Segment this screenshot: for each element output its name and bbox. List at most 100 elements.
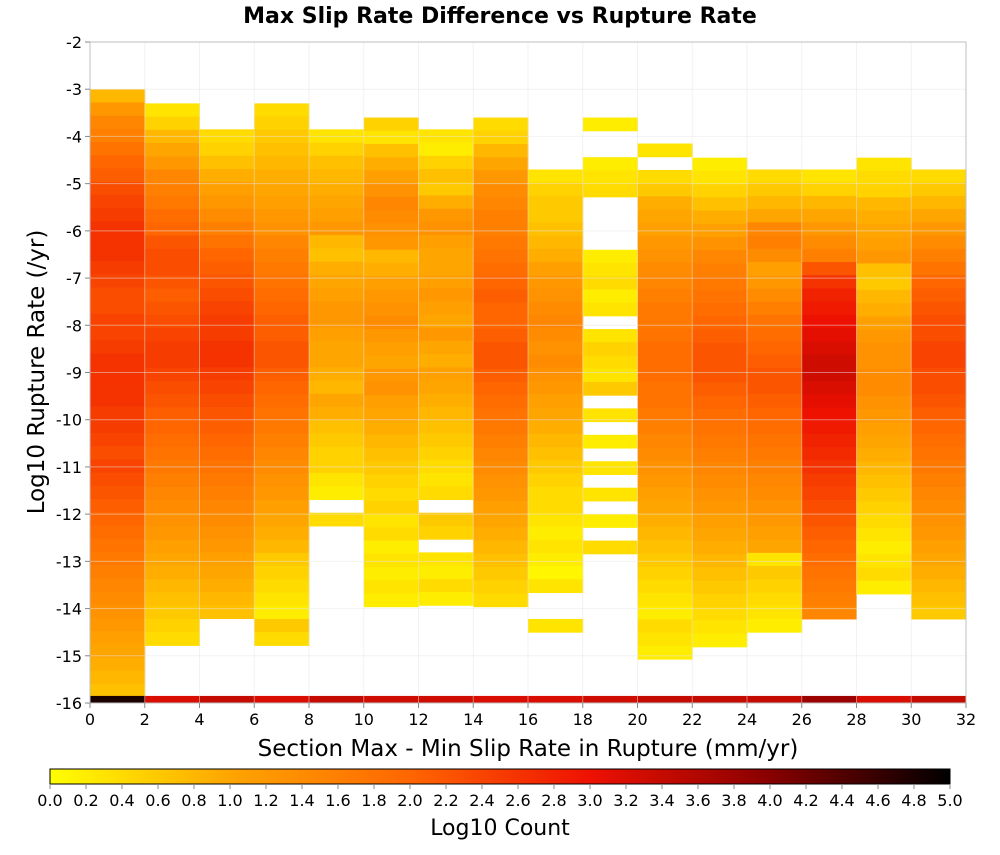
heatmap-cell [801,248,857,263]
heatmap-cell [199,393,255,408]
heatmap-cell [144,433,200,448]
heatmap-cell [637,619,693,634]
colorbar-tick-label: 1.8 [361,791,386,810]
heatmap-cell [90,459,146,474]
heatmap-cell [692,580,748,595]
heatmap-cell [90,208,146,222]
heatmap-cell [418,406,474,421]
heatmap-cell [199,195,255,210]
heatmap-cell [254,314,310,329]
heatmap-cell [856,435,912,450]
y-tick-label: -15 [56,647,82,666]
heatmap-cell [144,380,200,395]
heatmap-cell [801,222,857,237]
heatmap-cell [692,184,748,198]
heatmap-cell [144,513,200,527]
heatmap-cell [801,314,857,329]
heatmap-cell [747,288,803,303]
heatmap-cell [144,447,200,461]
heatmap-cell [199,525,255,540]
heatmap-cell [473,500,529,515]
heatmap-cell [528,235,584,250]
heatmap-cell [309,433,365,448]
heatmap-cell [637,169,693,184]
heatmap-cell [856,197,912,212]
heatmap-cell [199,420,255,434]
heatmap-cell [90,657,146,672]
heatmap-cell [692,607,748,621]
heatmap-cell [90,499,146,513]
heatmap-cell [363,514,419,528]
y-tick-label: -11 [56,458,82,477]
heatmap-cell [582,157,638,171]
heatmap-cell [637,695,693,704]
heatmap-cell [254,328,310,342]
heatmap-cell [692,633,748,648]
heatmap-cell [254,169,310,184]
colorbar-tick-label: 0.6 [145,791,170,810]
heatmap-cell [801,447,857,461]
heatmap-cell [363,487,419,502]
heatmap-cell [90,168,146,183]
heatmap-cell [254,367,310,382]
heatmap-cell [637,566,693,581]
heatmap-cell [856,514,912,529]
heatmap-cell [363,236,419,251]
heatmap-cell [199,340,255,355]
heatmap-cell [309,182,365,196]
heatmap-cell [309,380,365,395]
heatmap-cell [199,235,255,249]
heatmap-cell [418,314,474,329]
heatmap-cell [637,632,693,647]
heatmap-cell [90,393,146,407]
colorbar-tick-label: 3.6 [685,791,710,810]
heatmap-cell [528,433,584,448]
heatmap-cell [363,210,419,224]
heatmap-cell [637,553,693,568]
heatmap-cell [911,592,967,607]
heatmap-cell [254,618,310,633]
heatmap-cell [473,157,529,171]
heatmap-cell [144,592,200,607]
heatmap-cell [801,341,857,356]
heatmap-cell [363,223,419,238]
heatmap-cell [528,695,584,704]
heatmap-cell [856,461,912,476]
heatmap-cell [692,303,748,317]
heatmap-cell [692,593,748,608]
heatmap-cell [144,632,200,646]
heatmap-cell [90,631,146,645]
heatmap-cell [309,446,365,461]
heatmap-cell [309,314,365,329]
heatmap-cell [254,447,310,461]
heatmap-cell [363,262,419,277]
heatmap-cell [90,353,146,368]
heatmap-cell [637,236,693,250]
y-axis-label: Log10 Rupture Rate (/yr) [24,230,50,515]
heatmap-cell [254,341,310,356]
heatmap-cell [801,579,857,594]
heatmap-cell [911,605,967,620]
heatmap-cell [911,526,967,541]
heatmap-cell [692,210,748,225]
heatmap-cell [144,275,200,289]
heatmap-cell [144,394,200,408]
heatmap-cell [199,433,255,448]
heatmap-cell [144,182,200,197]
heatmap-cell [254,499,310,514]
heatmap-cell [801,182,857,197]
heatmap-cell [856,474,912,489]
heatmap-cell [199,354,255,368]
heatmap-cell [747,433,803,448]
colorbar-tick-label: 4.0 [757,791,782,810]
heatmap-cell [418,195,474,210]
heatmap-cell [199,473,255,487]
heatmap-cell [582,434,638,449]
heatmap-cell [747,169,803,184]
heatmap-cell [473,381,529,396]
colorbar-tick-label: 2.0 [397,791,422,810]
heatmap-cell [254,248,310,263]
heatmap-cell [856,408,912,423]
heatmap-cell [254,539,310,554]
heatmap-cell [637,275,693,290]
